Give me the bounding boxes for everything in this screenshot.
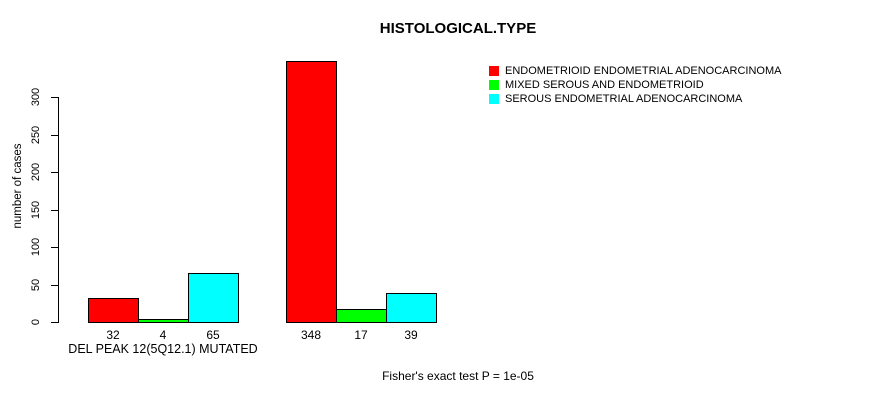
- y-tick-mark: [51, 284, 58, 286]
- y-tick-mark: [51, 322, 58, 323]
- legend-label: MIXED SEROUS AND ENDOMETRIOID: [505, 79, 704, 91]
- legend-label: ENDOMETRIOID ENDOMETRIAL ADENOCARCINOMA: [505, 65, 782, 77]
- legend-label: SEROUS ENDOMETRIAL ADENOCARCINOMA: [505, 93, 743, 105]
- legend-row: SEROUS ENDOMETRIAL ADENOCARCINOMA: [489, 92, 781, 106]
- y-tick-label: 300: [30, 87, 42, 107]
- bar-value-label: 17: [354, 328, 368, 342]
- bar-group2-s2: [386, 293, 437, 323]
- y-tick-label: 0: [30, 318, 42, 326]
- y-tick-mark: [51, 134, 58, 136]
- bar-value-label: 348: [300, 328, 322, 342]
- bar-mutated-s1: [138, 319, 189, 323]
- bar-value-label: 39: [404, 328, 418, 342]
- category-label: DEL PEAK 12(5Q12.1) MUTATED: [68, 342, 258, 356]
- bar-group2-s1: [336, 309, 387, 323]
- bar-group2-s0: [286, 61, 337, 323]
- y-tick-label: 100: [30, 237, 42, 257]
- y-tick-label: 50: [30, 278, 42, 291]
- bar-mutated-s2: [188, 273, 239, 323]
- stat-test-annotation: Fisher's exact test P = 1e-05: [382, 369, 534, 383]
- legend-row: MIXED SEROUS AND ENDOMETRIOID: [489, 78, 781, 92]
- y-tick-mark: [51, 172, 58, 173]
- y-tick-label: 250: [30, 125, 42, 144]
- y-axis-line: [58, 97, 59, 323]
- y-tick-label: 200: [30, 162, 42, 182]
- legend-row: ENDOMETRIOID ENDOMETRIAL ADENOCARCINOMA: [489, 64, 781, 78]
- y-tick-mark: [51, 209, 58, 211]
- bar-value-label: 32: [106, 328, 120, 342]
- bar-value-label: 65: [206, 328, 220, 342]
- bar-mutated-s0: [88, 298, 139, 323]
- y-tick-mark: [51, 97, 58, 98]
- bar-value-label: 4: [159, 328, 167, 342]
- chart-title: HISTOLOGICAL.TYPE: [379, 20, 537, 37]
- legend-swatch-icon: [489, 66, 499, 76]
- legend-swatch-icon: [489, 80, 499, 90]
- legend: ENDOMETRIOID ENDOMETRIAL ADENOCARCINOMA M…: [489, 64, 781, 106]
- legend-swatch-icon: [489, 94, 499, 104]
- y-tick-label: 150: [30, 200, 42, 219]
- y-tick-mark: [51, 247, 58, 248]
